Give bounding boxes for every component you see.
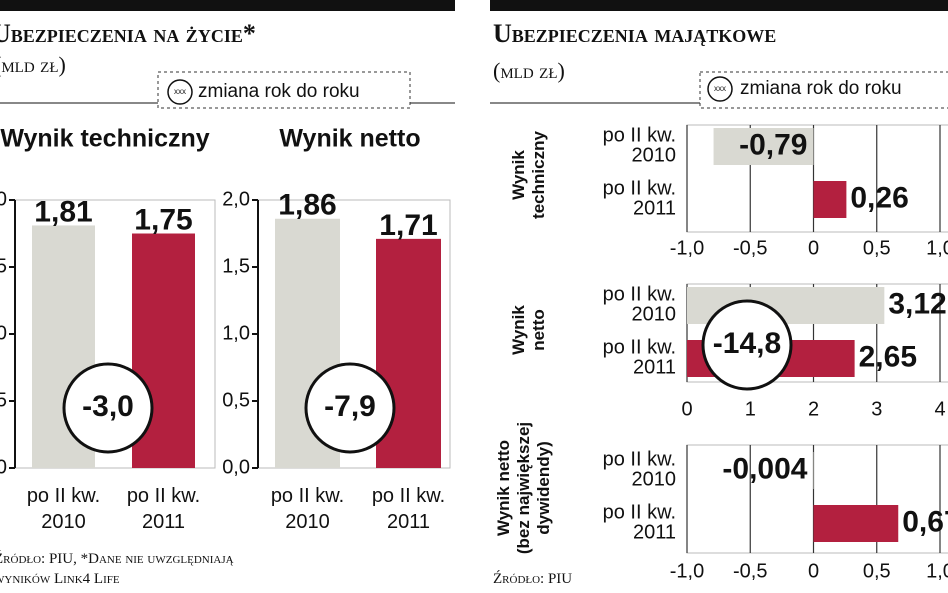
value-label: 1,86	[278, 189, 336, 222]
x-tick-label: po II kw. 2011	[372, 485, 445, 533]
annotation: -14,8	[713, 327, 781, 360]
rotated-title: Wyniktechniczny	[509, 131, 548, 219]
annotation: -7,9	[324, 390, 376, 423]
x-tick-label: po II kw. 2010	[27, 485, 100, 533]
panel-unit: (mld zł)	[0, 52, 66, 77]
x-tick-label: -1,0	[670, 237, 704, 259]
y-tick-label: 0,0	[0, 456, 7, 478]
y-tick-label: 1,5	[0, 255, 7, 277]
x-tick-label: 1,0	[926, 560, 948, 582]
chart-title: Wyniknetto	[509, 305, 548, 355]
value-label: 0,26	[850, 181, 908, 214]
y-tick-label: po II kw. 2010	[603, 449, 676, 491]
y-tick-label: po II kw. 2011	[603, 178, 676, 220]
x-tick-label: -1,0	[670, 560, 704, 582]
legend-box	[157, 71, 411, 109]
x-tick-label: 1,0	[926, 237, 948, 259]
source: Źródło: PIU	[493, 570, 572, 587]
x-tick-label: 1	[745, 398, 756, 420]
chart-title: Wyniktechniczny	[509, 131, 548, 219]
x-tick-label: 2	[808, 398, 819, 420]
y-tick-label: po II kw. 2011	[603, 502, 676, 544]
y-tick-label: po II kw. 2010	[603, 125, 676, 167]
bar	[813, 181, 847, 218]
x-tick-label: 0,5	[863, 237, 891, 259]
y-tick-label: 2,0	[222, 188, 250, 210]
panel-title: Ubezpieczenia na życie*	[0, 19, 256, 48]
source: Źródło: PIU, *Dane nie uwzględniają	[0, 550, 234, 567]
panel-bar	[0, 0, 455, 11]
x-tick-label: 0	[681, 398, 692, 420]
value-label: -0,004	[722, 452, 807, 485]
y-tick-label: 1,0	[0, 322, 7, 344]
rotated-title: Wynik netto(bez największejdywidendy)	[494, 422, 553, 554]
annotation: -3,0	[82, 390, 134, 423]
bar	[713, 128, 814, 165]
y-tick-label: po II kw. 2011	[603, 337, 676, 379]
y-tick-label: 2,0	[0, 188, 7, 210]
legend-text: zmiana rok do roku	[198, 81, 360, 102]
panel-bar	[490, 0, 948, 11]
value-label: 1,81	[34, 195, 92, 228]
annotation-circle	[304, 362, 396, 454]
x-tick-label: 0,5	[863, 560, 891, 582]
value-label: 3,12	[888, 287, 946, 320]
chart-title: Wynik techniczny	[0, 125, 209, 153]
bar	[813, 505, 899, 542]
bar	[812, 452, 814, 489]
chart-title: Wynik netto(bez największejdywidendy)	[494, 422, 553, 554]
x-tick-label: 3	[871, 398, 882, 420]
x-tick-label: po II kw. 2011	[127, 485, 200, 533]
chart-title: Wynik netto	[279, 125, 420, 153]
x-tick-label: 0	[808, 560, 819, 582]
annotation-circle	[62, 362, 154, 454]
value-label: 1,71	[379, 209, 437, 242]
y-tick-label: 1,5	[222, 255, 250, 277]
y-tick-label: 1,0	[222, 322, 250, 344]
value-label: 2,65	[859, 340, 917, 373]
rotated-title: Wyniknetto	[509, 305, 548, 355]
legend-symbol	[707, 76, 733, 102]
legend-symbol	[167, 79, 193, 105]
legend-text: zmiana rok do roku	[740, 78, 902, 99]
legend-symbol-text: xxx	[174, 87, 186, 96]
value-label: 1,75	[134, 203, 192, 236]
panel-title: Ubezpieczenia majątkowe	[493, 19, 776, 48]
y-tick-label: 0,5	[222, 389, 250, 411]
value-label: -0,79	[739, 128, 807, 161]
x-tick-label: 4	[934, 398, 945, 420]
panel-unit: (mld zł)	[493, 58, 565, 83]
legend-box	[699, 71, 948, 109]
x-tick-label: -0,5	[733, 560, 767, 582]
x-tick-label: po II kw. 2010	[271, 485, 344, 533]
legend-symbol-text: xxx	[714, 84, 726, 93]
value-label: 0,67	[902, 505, 948, 538]
y-tick-label: 0,0	[222, 456, 250, 478]
x-tick-label: -0,5	[733, 237, 767, 259]
x-tick-label: 0	[808, 237, 819, 259]
source: wyników Link4 Life	[0, 571, 120, 587]
y-tick-label: 0,5	[0, 389, 7, 411]
y-tick-label: po II kw. 2010	[603, 284, 676, 326]
annotation-circle	[701, 299, 793, 391]
